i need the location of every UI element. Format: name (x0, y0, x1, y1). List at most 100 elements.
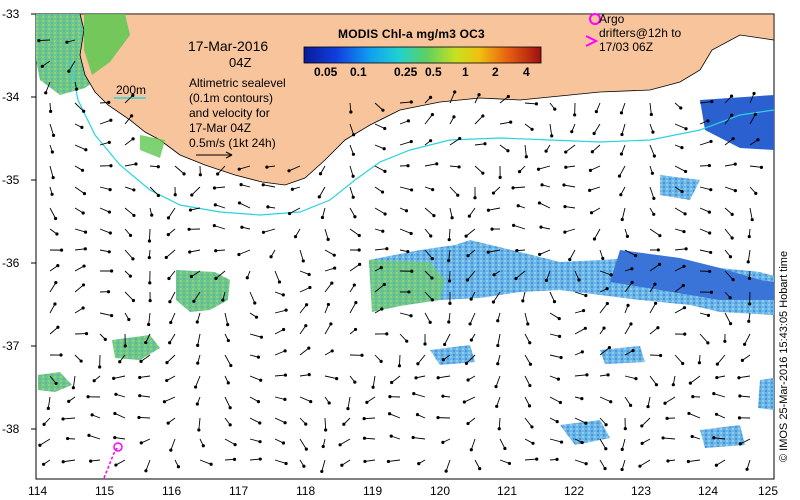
velocity-arrow-head (748, 302, 752, 306)
velocity-arrow (391, 375, 401, 383)
velocity-arrow-head (706, 341, 710, 345)
velocity-arrow-head (148, 299, 152, 303)
velocity-arrow-head (51, 175, 55, 180)
velocity-arrow-head (709, 290, 714, 294)
velocity-arrow (63, 417, 76, 420)
velocity-arrow-head (447, 320, 451, 324)
argo-legend-circle (589, 13, 601, 25)
velocity-arrow-head (679, 106, 683, 110)
velocity-arrow-head (229, 363, 233, 368)
velocity-arrow (563, 184, 576, 188)
velocity-arrow-head (216, 172, 220, 176)
velocity-arrow-head (444, 469, 448, 473)
velocity-arrow-head (168, 300, 172, 304)
velocity-arrow (624, 282, 633, 293)
velocity-arrow-head (557, 334, 562, 338)
velocity-arrow (515, 270, 526, 279)
velocity-arrow (139, 395, 151, 398)
velocity-arrow (468, 207, 476, 217)
velocity-arrow-head (740, 358, 744, 362)
velocity-arrow-head (46, 406, 50, 410)
velocity-arrow-head (707, 163, 712, 168)
velocity-arrow-head (481, 171, 485, 175)
velocity-arrow-head (81, 306, 85, 310)
velocity-arrow (74, 284, 84, 293)
velocity-arrow-head (144, 340, 148, 345)
velocity-arrow-head (682, 229, 686, 234)
velocity-arrow (499, 96, 509, 104)
velocity-arrow-head (492, 273, 496, 277)
velocity-arrow (374, 102, 384, 111)
velocity-arrow (589, 186, 601, 191)
velocity-arrow-head (84, 148, 88, 152)
velocity-arrow (688, 413, 701, 419)
velocity-arrow-head (192, 299, 196, 303)
velocity-arrow (747, 249, 751, 262)
velocity-arrow (524, 396, 530, 407)
velocity-arrow (324, 267, 335, 272)
velocity-arrow-head (605, 301, 609, 306)
velocity-arrow-head (604, 447, 608, 451)
velocity-arrow-head (54, 216, 58, 221)
velocity-arrow-head (410, 269, 414, 273)
velocity-arrow-head (468, 322, 472, 326)
velocity-arrow-head (530, 425, 534, 429)
velocity-arrow-head (640, 441, 644, 445)
velocity-arrow-head (83, 230, 88, 234)
velocity-arrow-head (108, 231, 112, 235)
velocity-arrow (374, 123, 385, 129)
velocity-arrow-head (385, 247, 389, 251)
velocity-arrow (198, 417, 201, 430)
velocity-arrow-head (409, 314, 413, 318)
velocity-arrow-head (708, 231, 712, 235)
velocity-arrow-head (245, 276, 249, 280)
velocity-arrow-head (261, 183, 265, 187)
velocity-arrow (148, 228, 151, 242)
velocity-arrow-head (537, 201, 542, 205)
velocity-arrow-head (544, 149, 548, 153)
velocity-arrow-head (363, 459, 367, 464)
velocity-arrow-head (539, 225, 543, 229)
velocity-arrow-head (628, 403, 633, 407)
velocity-arrow-head (379, 266, 383, 270)
velocity-arrow-head (56, 325, 60, 329)
velocity-arrow (168, 207, 176, 219)
velocity-arrow-head (730, 236, 734, 240)
velocity-arrow-head (330, 281, 334, 285)
velocity-arrow-head (258, 440, 262, 444)
y-axis-label: -37 (2, 339, 20, 353)
velocity-arrow (170, 438, 176, 451)
velocity-arrow (621, 438, 626, 450)
velocity-arrow-head (128, 274, 132, 278)
velocity-arrow (549, 333, 560, 337)
velocity-arrow (45, 81, 51, 93)
velocity-arrow-head (127, 317, 131, 322)
velocity-arrow (749, 114, 756, 125)
velocity-arrow-head (193, 385, 198, 389)
velocity-arrow-head (165, 361, 169, 365)
velocity-arrow (249, 291, 256, 304)
velocity-arrow-head (486, 250, 490, 254)
velocity-arrow-head (409, 139, 413, 144)
velocity-arrow (674, 207, 686, 215)
velocity-arrow (649, 102, 652, 115)
velocity-arrow (574, 459, 587, 465)
velocity-arrow-head (570, 130, 574, 134)
velocity-arrow-head (340, 463, 344, 467)
velocity-scale-arrow (196, 151, 233, 159)
velocity-arrow (124, 291, 134, 301)
velocity-arrow (593, 123, 601, 134)
velocity-arrow-head (526, 322, 530, 326)
velocity-arrow (324, 282, 333, 293)
velocity-arrow (474, 115, 484, 125)
velocity-arrow (464, 396, 476, 403)
velocity-arrow (224, 438, 236, 445)
velocity-arrow-head (51, 133, 56, 137)
velocity-arrow-head (583, 326, 587, 330)
velocity-arrow-head (147, 239, 152, 243)
velocity-arrow-head (708, 269, 712, 274)
velocity-arrow-head (553, 107, 557, 111)
velocity-arrow (99, 141, 110, 146)
velocity-arrow-head (750, 218, 754, 222)
velocity-arrow-head (430, 112, 435, 117)
